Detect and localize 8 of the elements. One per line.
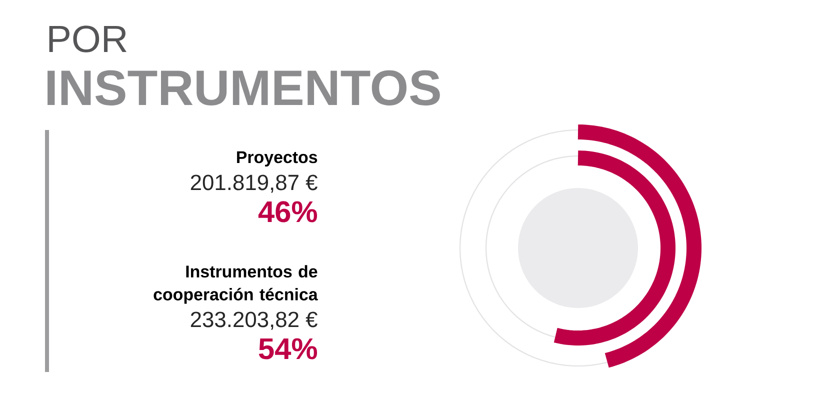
text: 201.819,87 € [190, 174, 318, 193]
text: 233.203,82 € [190, 312, 318, 330]
category-label: Instrumentos de cooperación técnica [154, 265, 318, 304]
text: POR [49, 26, 126, 52]
data-label: 54% [258, 338, 318, 360]
category-label: Proyectos [237, 151, 318, 167]
data-label: 46% [258, 201, 318, 222]
text: INSTRUMENTOS [48, 70, 440, 106]
